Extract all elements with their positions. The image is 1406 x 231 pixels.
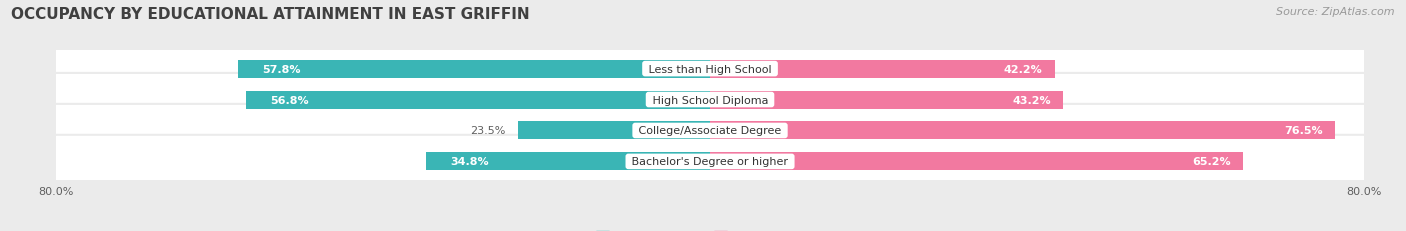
Text: 65.2%: 65.2% [1192, 157, 1230, 167]
Text: College/Associate Degree: College/Associate Degree [636, 126, 785, 136]
Text: 23.5%: 23.5% [471, 126, 506, 136]
Bar [710, 122, 1336, 140]
Text: Bachelor's Degree or higher: Bachelor's Degree or higher [628, 157, 792, 167]
FancyBboxPatch shape [52, 104, 1368, 157]
Bar [710, 60, 1054, 78]
Text: 34.8%: 34.8% [450, 157, 489, 167]
Bar [710, 153, 1243, 171]
Bar [246, 91, 710, 109]
Text: Source: ZipAtlas.com: Source: ZipAtlas.com [1277, 7, 1395, 17]
FancyBboxPatch shape [52, 135, 1368, 188]
Text: 43.2%: 43.2% [1012, 95, 1050, 105]
FancyBboxPatch shape [52, 74, 1368, 127]
Text: OCCUPANCY BY EDUCATIONAL ATTAINMENT IN EAST GRIFFIN: OCCUPANCY BY EDUCATIONAL ATTAINMENT IN E… [11, 7, 530, 22]
Text: 57.8%: 57.8% [262, 64, 301, 74]
Text: High School Diploma: High School Diploma [648, 95, 772, 105]
FancyBboxPatch shape [52, 43, 1368, 96]
Text: 56.8%: 56.8% [270, 95, 309, 105]
Text: Less than High School: Less than High School [645, 64, 775, 74]
Text: 76.5%: 76.5% [1284, 126, 1323, 136]
Bar [426, 153, 710, 171]
Bar [517, 122, 710, 140]
Bar [710, 91, 1063, 109]
Bar [238, 60, 710, 78]
Text: 42.2%: 42.2% [1004, 64, 1043, 74]
Legend: Owner-occupied, Renter-occupied: Owner-occupied, Renter-occupied [592, 227, 828, 231]
